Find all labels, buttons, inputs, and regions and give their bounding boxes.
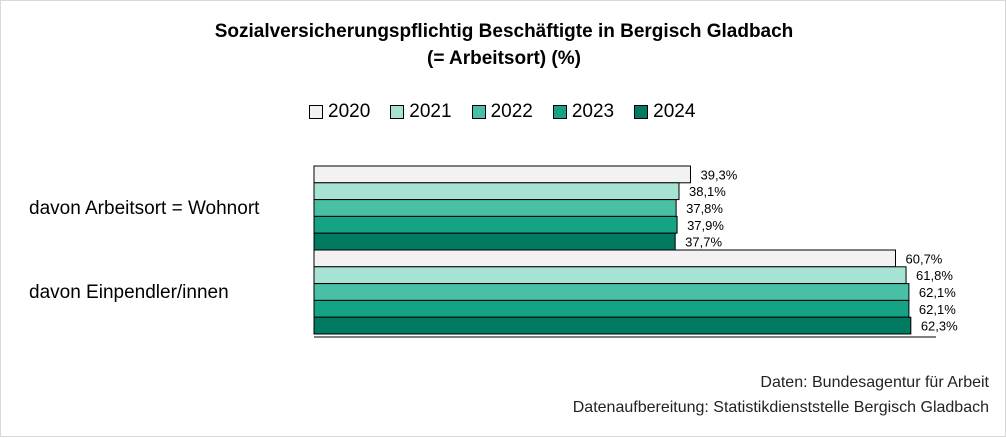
legend-swatch: [309, 105, 323, 119]
bar-2024: [313, 316, 912, 335]
legend-item-2023: 2023: [552, 101, 615, 123]
data-label: 39,3%: [700, 167, 737, 182]
bar-2022: [313, 199, 677, 217]
data-label: 37,7%: [685, 235, 722, 250]
data-label: 60,7%: [906, 251, 943, 266]
bar-2023: [313, 299, 910, 318]
legend-item-2020: 2020: [309, 101, 370, 123]
legend-label: 2022: [490, 101, 533, 122]
legend-label: 2020: [328, 101, 371, 122]
bar-2021: [313, 182, 680, 201]
legend-swatch: [634, 105, 649, 119]
bar-2021: [313, 266, 907, 285]
legend-swatch: [471, 105, 486, 119]
chart-legend: 2020 2021 2022 2023 2024: [309, 101, 715, 123]
legend-swatch: [390, 105, 405, 119]
chart-subtitle: (= Arbeitsort) (%): [427, 48, 581, 69]
legend-label: 2023: [571, 101, 615, 122]
data-label: 37,9%: [687, 218, 724, 233]
footer-source: Daten: Bundesagentur für Arbeit: [760, 374, 989, 391]
bar-2024: [313, 232, 676, 251]
category-label: davon Einpendler/innen: [29, 282, 229, 303]
legend-item-2021: 2021: [390, 101, 452, 123]
legend-label: 2021: [409, 101, 452, 122]
legend-swatch: [552, 105, 567, 119]
data-label: 37,8%: [686, 201, 723, 216]
bar-2022: [313, 283, 910, 301]
bar-2020: [313, 249, 897, 268]
legend-item-2024: 2024: [634, 101, 695, 123]
bar-2020: [313, 165, 691, 184]
data-label: 38,1%: [689, 184, 726, 199]
data-label: 62,3%: [921, 319, 958, 334]
data-label: 61,8%: [916, 268, 953, 283]
bar-2023: [313, 215, 678, 234]
data-label: 62,1%: [919, 302, 956, 317]
footer-processing: Datenaufbereitung: Statistikdienststelle…: [572, 399, 989, 416]
data-label: 62,1%: [919, 285, 956, 300]
chart-title: Sozialversicherungspflichtig Beschäftigt…: [214, 21, 794, 42]
legend-item-2022: 2022: [471, 101, 533, 123]
category-label: davon Arbeitsort = Wohnort: [29, 198, 260, 219]
legend-label: 2024: [653, 101, 696, 122]
